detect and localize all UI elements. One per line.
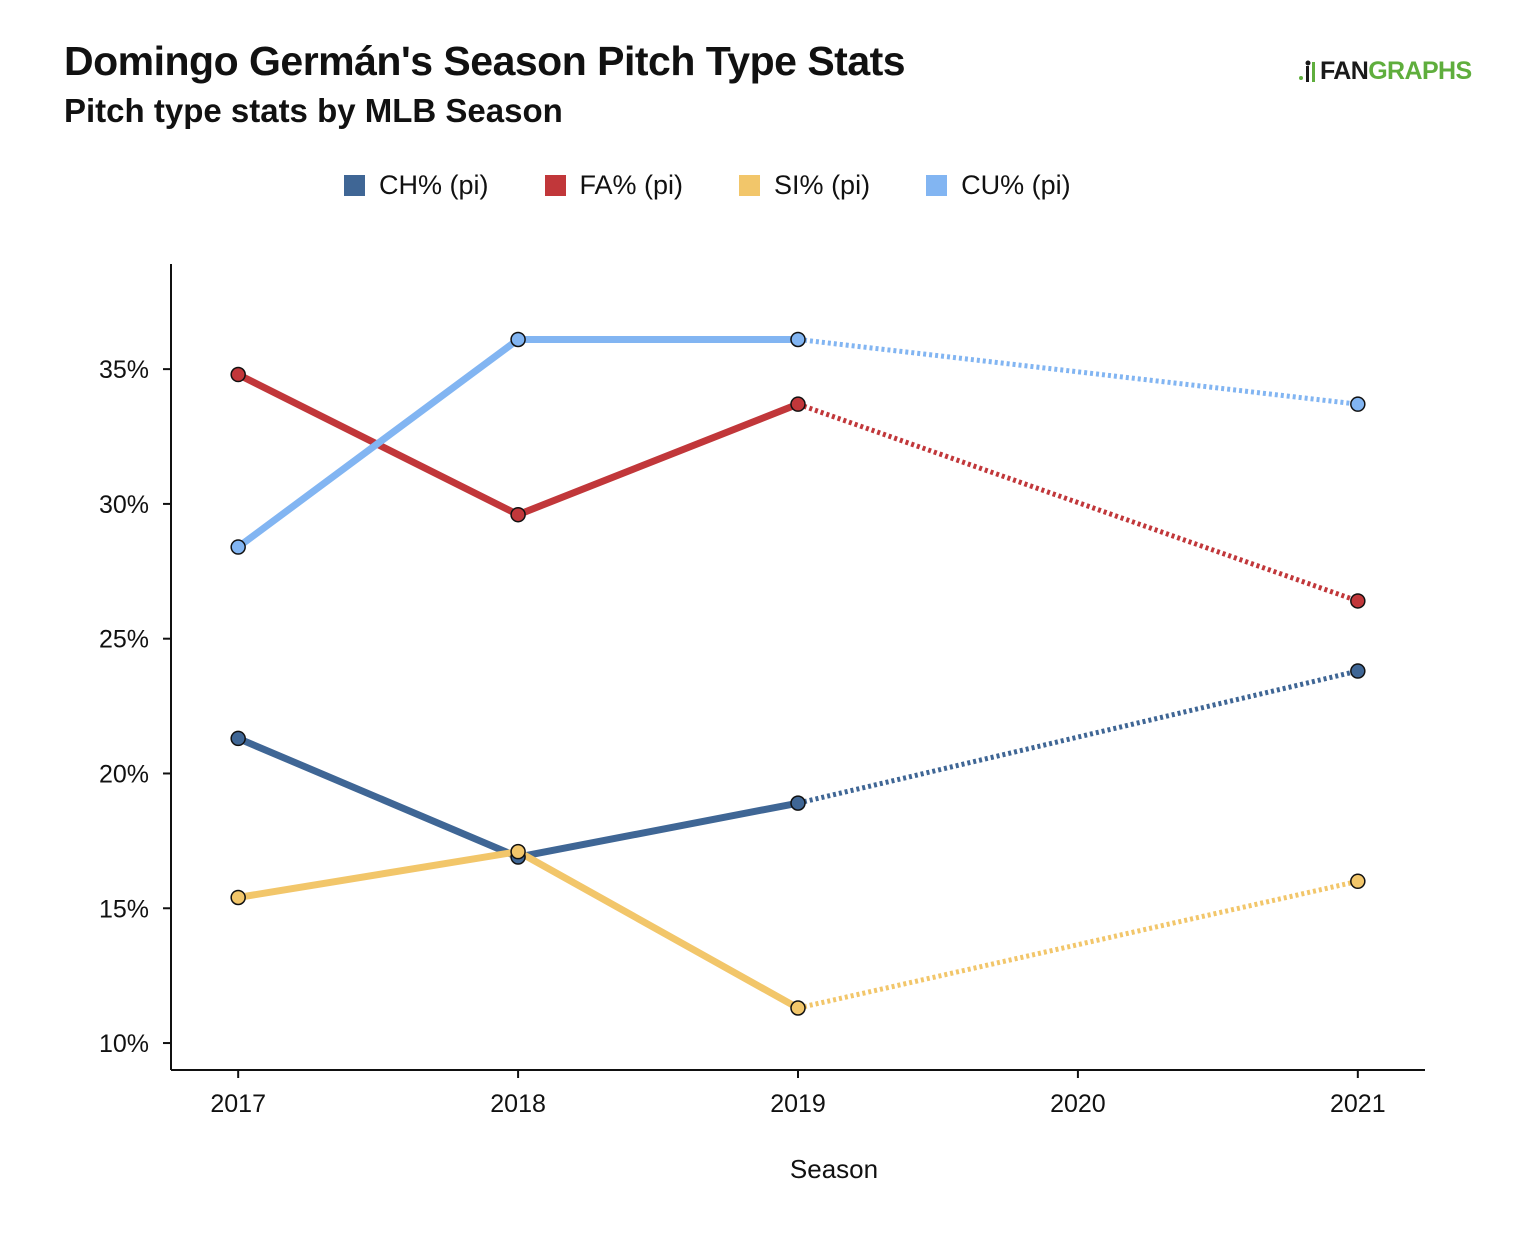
legend-item-cu[interactable]: CU% (pi): [926, 170, 1071, 201]
batter-silhouette-icon: [1298, 58, 1318, 84]
legend-item-si[interactable]: SI% (pi): [739, 170, 870, 201]
series-segment: [234, 734, 522, 861]
legend-label-ch: CH% (pi): [379, 170, 489, 200]
y-tick-label: 10%: [99, 1030, 149, 1058]
legend-item-ch[interactable]: CH% (pi): [344, 170, 489, 201]
series-lines: [234, 335, 1359, 1012]
legend-swatch-ch: [344, 175, 365, 196]
axes: 10% 15% 20% 25% 30% 35% 2017 2018 2019 2020 2021: [99, 264, 1425, 1118]
chart-subtitle: Pitch type stats by MLB Season: [64, 92, 563, 129]
data-point-2[interactable]: [230, 889, 246, 906]
y-tick-label: 15%: [99, 895, 149, 923]
series-segment: [514, 848, 802, 1012]
legend-swatch-si: [739, 175, 761, 196]
data-point-1[interactable]: [230, 366, 246, 383]
data-point-3[interactable]: [790, 331, 806, 348]
data-point-0[interactable]: [1350, 663, 1366, 679]
x-tick-label: 2021: [1330, 1090, 1386, 1118]
series-gap-segment: [797, 668, 1359, 806]
fangraphs-logo[interactable]: FANGRAPHS: [1298, 56, 1472, 86]
chart-legend: CH% (pi) FA% (pi) SI% (pi) CU% (pi): [344, 170, 1071, 201]
data-point-3[interactable]: [510, 331, 526, 348]
logo-text-suffix: GRAPHS: [1368, 56, 1472, 85]
series-points: [230, 331, 1366, 1016]
x-axis-title: Season: [790, 1154, 878, 1184]
x-tick-label: 2018: [490, 1090, 546, 1118]
series-line-2: [234, 848, 1359, 1012]
legend-swatch-cu: [926, 175, 948, 196]
legend-label-cu: CU% (pi): [961, 170, 1071, 200]
data-point-1[interactable]: [510, 506, 526, 523]
data-point-2[interactable]: [790, 1000, 806, 1016]
data-point-2[interactable]: [510, 843, 526, 860]
data-point-0[interactable]: [790, 795, 806, 811]
x-tick-label: 2020: [1050, 1090, 1106, 1118]
series-segment: [234, 848, 522, 901]
series-line-3: [234, 335, 1359, 551]
series-gap-segment: [797, 878, 1359, 1011]
x-tick-label: 2019: [770, 1090, 826, 1118]
legend-item-fa[interactable]: FA% (pi): [544, 170, 684, 201]
data-point-0[interactable]: [230, 730, 246, 747]
y-tick-label: 25%: [99, 626, 149, 654]
y-tick-label: 35%: [99, 356, 149, 384]
series-segment: [514, 799, 802, 861]
logo-text-prefix: FAN: [1320, 56, 1369, 85]
data-point-2[interactable]: [1350, 873, 1366, 890]
data-point-1[interactable]: [790, 396, 806, 412]
data-point-1[interactable]: [1350, 593, 1366, 609]
x-tick-label: 2017: [210, 1090, 266, 1118]
series-line-0: [234, 668, 1359, 861]
series-segment: [514, 400, 802, 519]
logo-text: FANGRAPHS: [1320, 57, 1472, 86]
y-tick-label: 20%: [99, 760, 149, 788]
series-gap-segment: [797, 336, 1359, 407]
series-gap-segment: [797, 401, 1359, 604]
series-segment: [234, 335, 522, 551]
data-point-3[interactable]: [1350, 396, 1366, 412]
chart-title: Domingo Germán's Season Pitch Type Stats: [64, 38, 906, 84]
data-point-3[interactable]: [230, 539, 246, 555]
y-tick-label: 30%: [99, 491, 149, 519]
legend-label-si: SI% (pi): [774, 170, 871, 200]
legend-swatch-fa: [544, 175, 566, 196]
legend-label-fa: FA% (pi): [579, 170, 684, 200]
